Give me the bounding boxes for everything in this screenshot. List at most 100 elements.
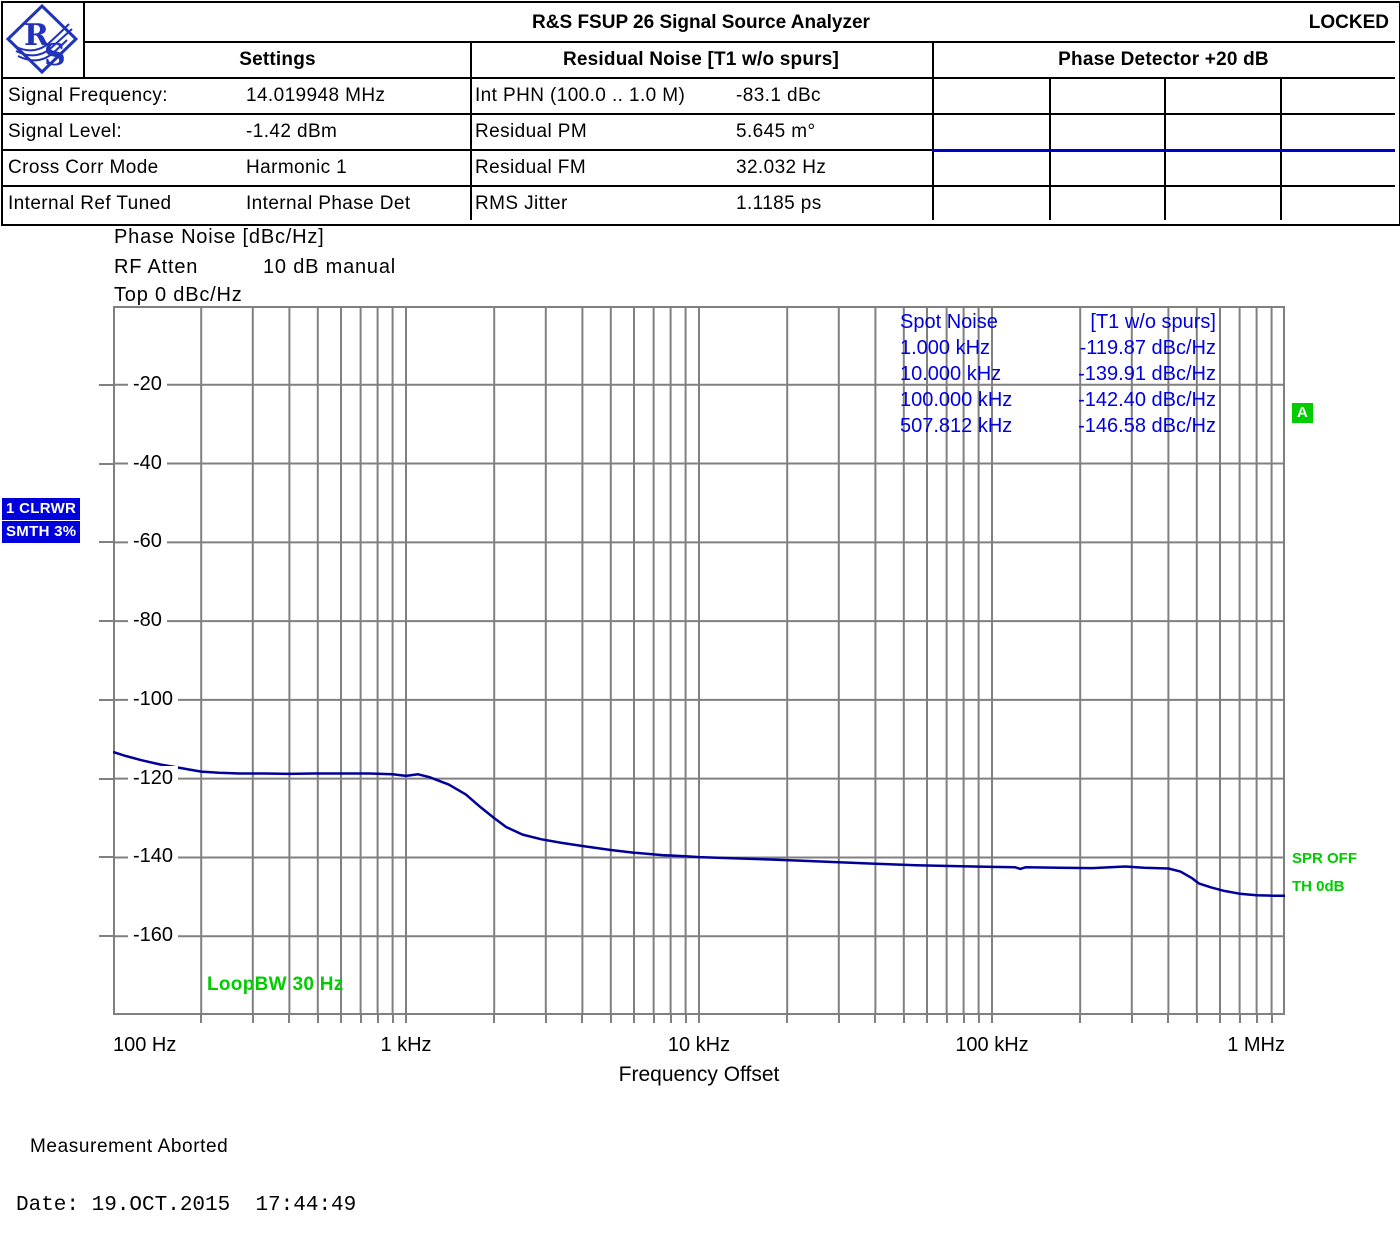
spot-value: -139.91 dBc/Hz — [1078, 363, 1216, 385]
x-axis-title: Frequency Offset — [618, 1063, 780, 1086]
residual-row-value: 1.1185 ps — [736, 193, 822, 214]
x-axis-tick — [652, 1015, 655, 1023]
x-axis-tick — [698, 1015, 700, 1023]
settings-row-label: Signal Level: — [8, 121, 122, 142]
rs-logo: R S — [5, 3, 79, 75]
x-axis-tick — [1238, 1015, 1241, 1023]
x-axis-tick — [925, 1015, 928, 1023]
plot-canvas — [112, 306, 1285, 1015]
x-axis-tick — [200, 1015, 203, 1023]
residual-row-label: RMS Jitter — [475, 193, 568, 214]
x-axis-tick — [316, 1015, 319, 1023]
top-level-label: Top 0 dBc/Hz — [114, 284, 243, 306]
x-axis-tick — [632, 1015, 635, 1023]
x-axis-tick — [991, 1015, 993, 1023]
phase-noise-plot — [112, 306, 1285, 1015]
residual-row-label: Residual FM — [475, 157, 587, 178]
screen-a-badge: A — [1292, 403, 1313, 423]
x-axis-tick — [251, 1015, 254, 1023]
residual-row-label: Residual PM — [475, 121, 588, 142]
measurement-status: Measurement Aborted — [30, 1136, 229, 1157]
app-title: R&S FSUP 26 Signal Source Analyzer — [532, 12, 870, 33]
x-axis-tick — [1255, 1015, 1258, 1023]
x-axis-tick — [581, 1015, 584, 1023]
y-axis-tick — [99, 698, 113, 701]
spot-noise-header: Spot Noise [T1 w/o spurs] — [900, 309, 1216, 335]
x-tick-label: 10 kHz — [667, 1034, 731, 1056]
y-axis-tick — [99, 620, 113, 623]
trace-mode-badge: 1 CLRWR — [2, 498, 81, 520]
spot-noise-table: Spot Noise [T1 w/o spurs] 1.000 kHz -119.8… — [900, 309, 1216, 439]
x-axis-tick — [1195, 1015, 1198, 1023]
header-line — [470, 41, 472, 220]
x-axis-tick — [874, 1015, 877, 1023]
x-axis-tick — [684, 1015, 687, 1023]
x-axis-tick — [977, 1015, 980, 1023]
x-axis-tick — [376, 1015, 379, 1023]
y-axis-tick — [99, 777, 113, 780]
smoothing-badge: SMTH 3% — [2, 521, 81, 543]
settings-row-label: Signal Frequency: — [8, 85, 168, 106]
settings-row-value: -1.42 dBm — [246, 121, 338, 142]
rs-logo-box: R S — [3, 3, 85, 79]
x-axis-tick — [1167, 1015, 1170, 1023]
spot-value: -146.58 dBc/Hz — [1078, 415, 1216, 437]
header-line — [3, 113, 1395, 115]
y-axis-tick — [99, 541, 113, 544]
header-line — [932, 41, 934, 220]
settings-row-label: Cross Corr Mode — [8, 157, 159, 178]
header-line — [3, 77, 1395, 79]
rf-atten-label: RF Atten — [114, 256, 199, 278]
spot-noise-row: 100.000 kHz -142.40 dBc/Hz — [900, 387, 1216, 413]
header-line — [1280, 77, 1282, 220]
x-axis-tick — [405, 1015, 407, 1023]
x-axis-tick — [1270, 1015, 1273, 1023]
lock-status: LOCKED — [1308, 12, 1389, 33]
y-axis-tick — [99, 856, 113, 859]
y-axis-tick — [99, 935, 113, 938]
x-axis-tick — [359, 1015, 362, 1023]
chart-title: Phase Noise [dBc/Hz] — [114, 226, 325, 248]
residual-row-label: Int PHN (100.0 .. 1.0 M) — [475, 85, 686, 106]
spur-off-label: SPR OFF — [1292, 850, 1358, 867]
header-line — [1049, 77, 1051, 220]
spot-noise-trace: [T1 w/o spurs] — [1090, 311, 1216, 333]
section-residual-noise: Residual Noise [T1 w/o spurs] — [562, 49, 840, 70]
section-settings: Settings — [239, 49, 316, 70]
date-time: Date: 19.OCT.2015 17:44:49 — [16, 1194, 357, 1217]
x-tick-label: 100 kHz — [955, 1034, 1029, 1056]
spot-noise-row: 507.812 kHz -146.58 dBc/Hz — [900, 413, 1216, 439]
x-axis-tick — [902, 1015, 905, 1023]
settings-row-value: 14.019948 MHz — [246, 85, 386, 106]
x-axis-tick — [544, 1015, 547, 1023]
residual-row-value: 5.645 m° — [736, 121, 816, 142]
header-table: R&S FSUP 26 Signal Source Analyzer LOCKE… — [1, 1, 1400, 226]
y-axis-tick — [99, 383, 113, 386]
residual-row-value: 32.032 Hz — [736, 157, 827, 178]
section-phase-detector: Phase Detector +20 dB — [1058, 49, 1269, 70]
svg-text:R: R — [24, 18, 50, 53]
x-axis-tick — [288, 1015, 291, 1023]
spot-freq: 507.812 kHz — [900, 415, 1013, 437]
settings-row-label: Internal Ref Tuned — [8, 193, 172, 214]
x-axis-tick — [391, 1015, 394, 1023]
spot-noise-row: 10.000 kHz -139.91 dBc/Hz — [900, 361, 1216, 387]
x-axis-tick — [945, 1015, 948, 1023]
x-tick-label: 1 kHz — [380, 1034, 432, 1056]
threshold-label: TH 0dB — [1292, 878, 1345, 895]
header-line — [3, 41, 1395, 43]
header-line — [3, 185, 1395, 187]
spot-freq: 10.000 kHz — [900, 363, 1002, 385]
spot-noise-row: 1.000 kHz -119.87 dBc/Hz — [900, 335, 1216, 361]
settings-row-value: Internal Phase Det — [246, 193, 411, 214]
settings-row-value: Harmonic 1 — [246, 157, 348, 178]
x-axis-tick — [962, 1015, 965, 1023]
x-axis-tick — [669, 1015, 672, 1023]
x-axis-tick — [837, 1015, 840, 1023]
loop-bw-label: LoopBW 30 Hz — [207, 974, 344, 995]
spot-noise-title: Spot Noise — [900, 311, 998, 333]
phase-detector-blue-line — [932, 149, 1395, 152]
spot-value: -142.40 dBc/Hz — [1078, 389, 1216, 411]
x-tick-label: 100 Hz — [113, 1034, 177, 1056]
